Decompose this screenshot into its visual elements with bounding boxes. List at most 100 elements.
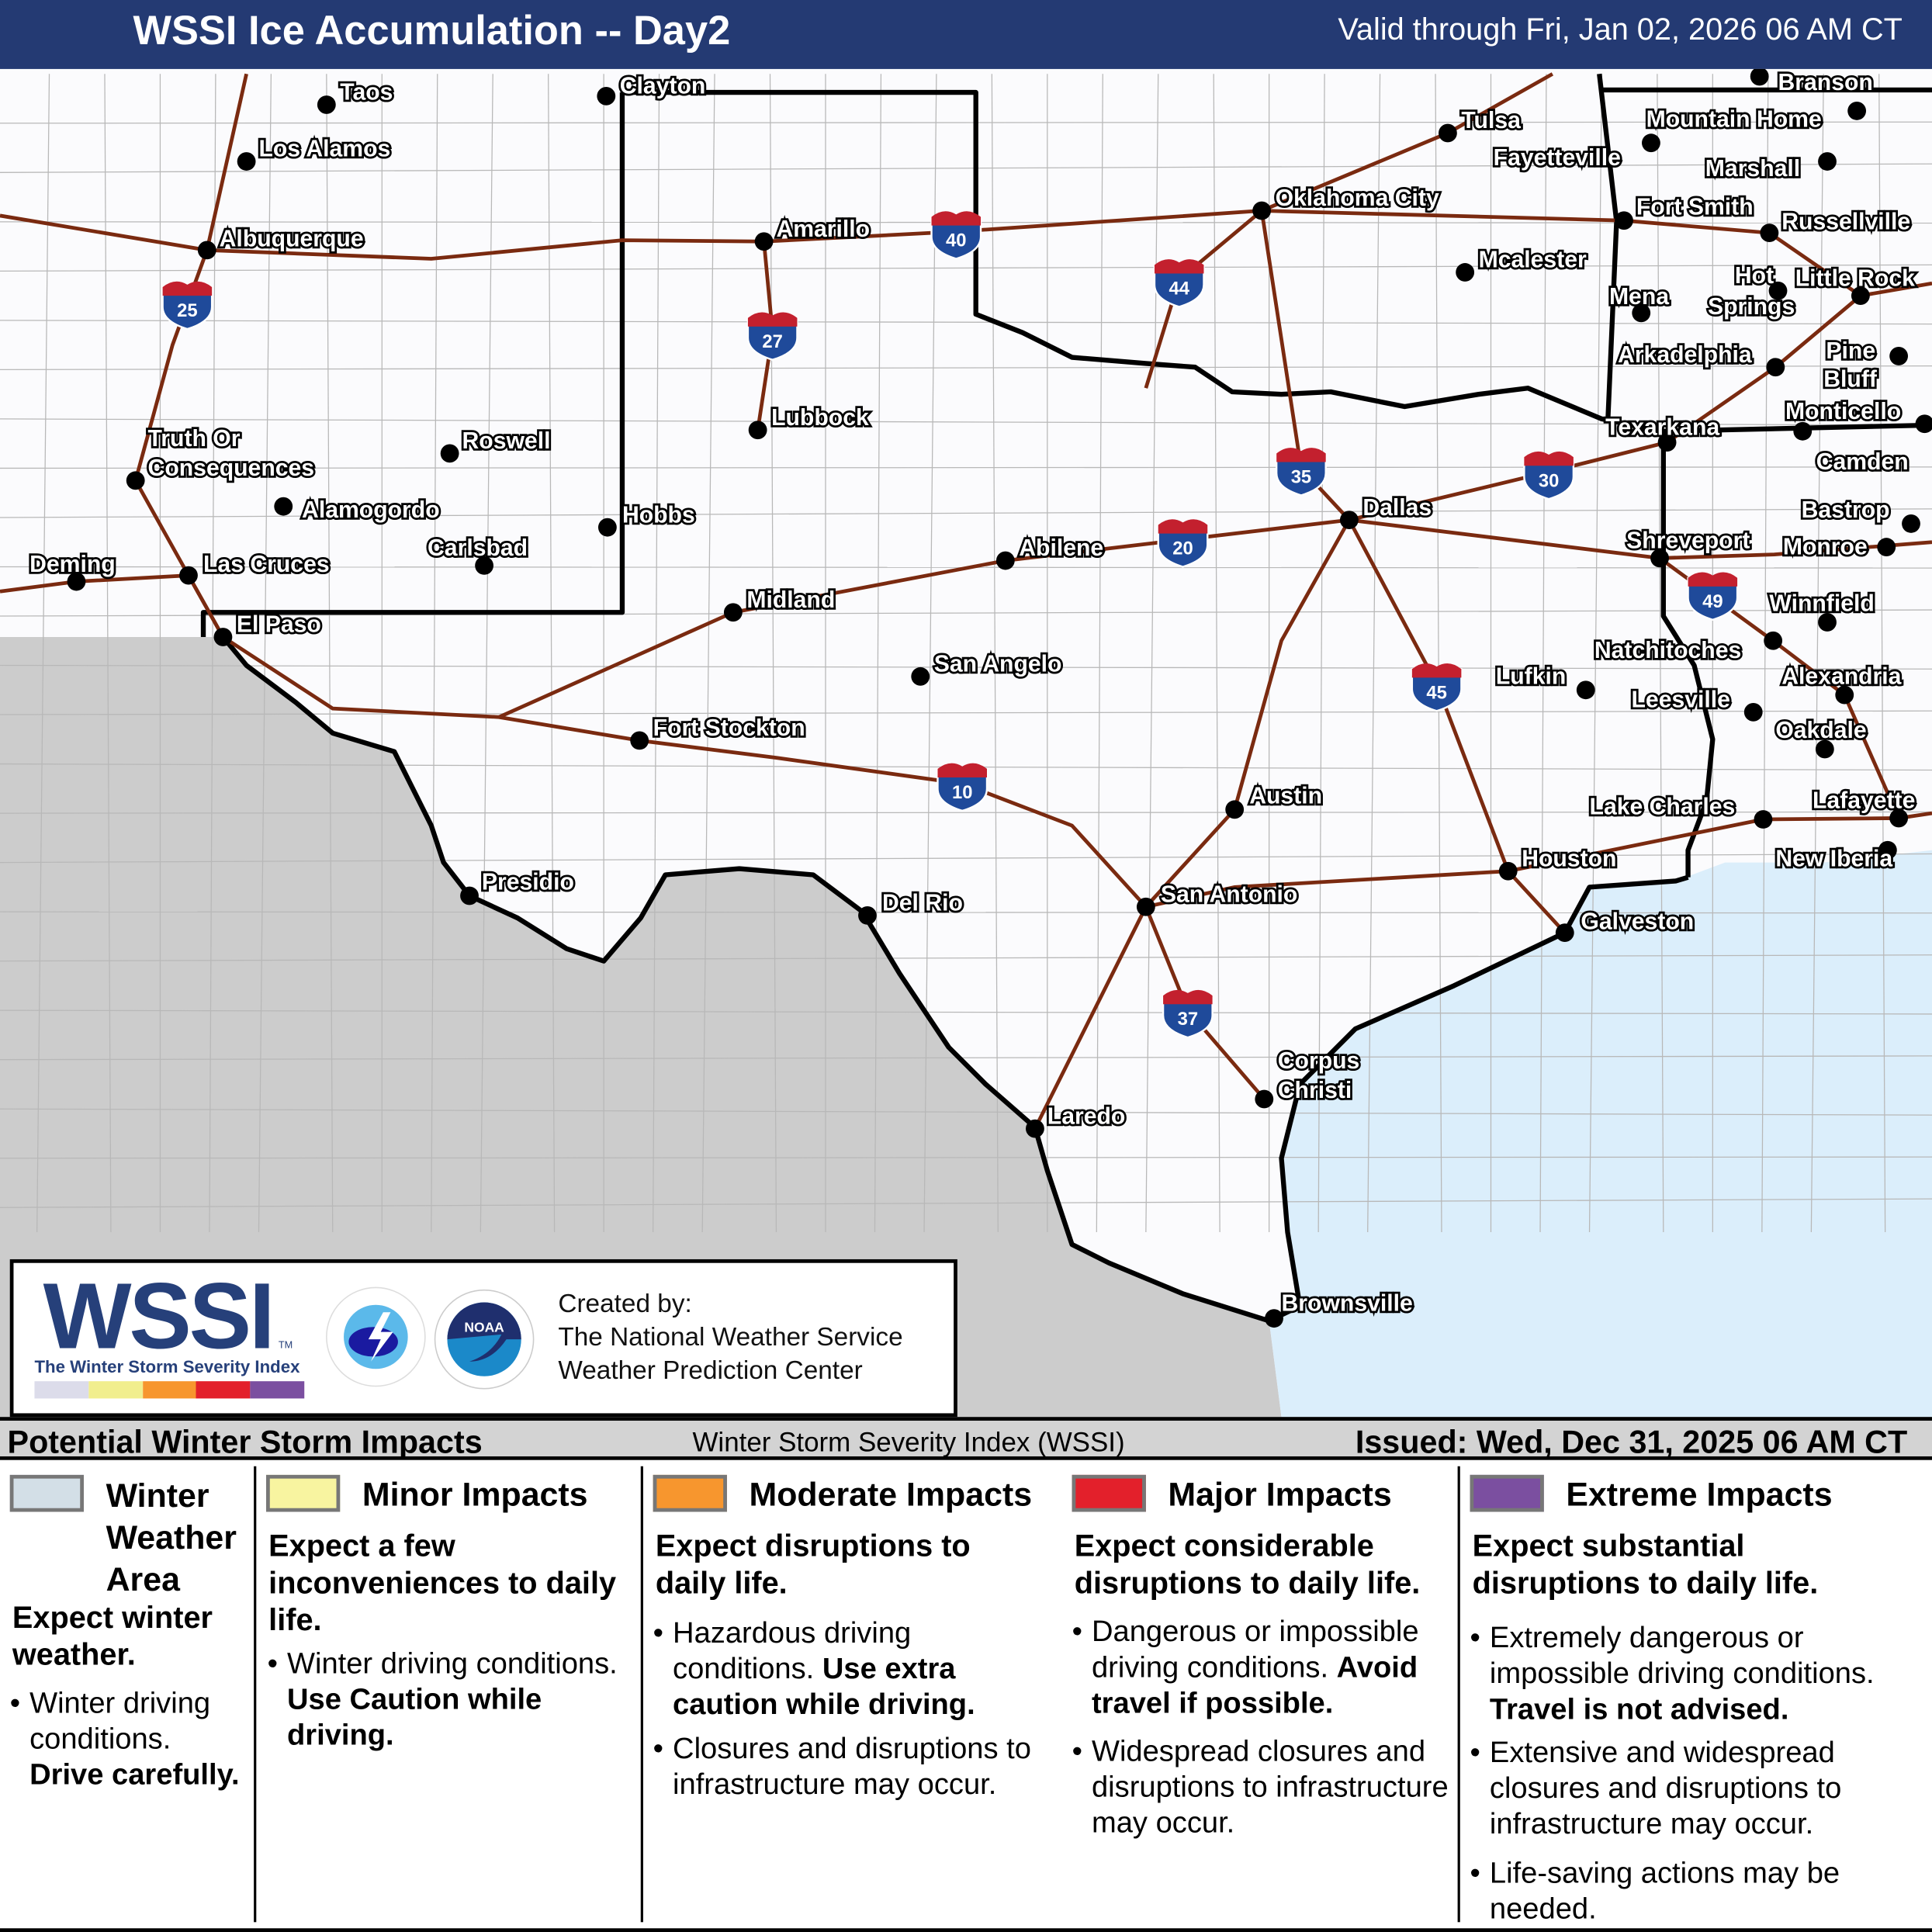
interstate-number: 10: [952, 782, 972, 803]
interstate-shield-icon: 44: [1153, 259, 1205, 308]
city-dot: [1743, 702, 1763, 722]
city-marker: Abilene: [995, 533, 1106, 570]
city-dot: [1650, 549, 1669, 568]
header: WSSI Ice Accumulation -- Day2 Valid thro…: [0, 0, 1932, 69]
city-dot: [1339, 511, 1359, 530]
issued-time: Issued: Wed, Dec 31, 2025 06 AM CT: [1355, 1423, 1908, 1460]
scale-color: [34, 1381, 89, 1399]
credits-line-2: The National Weather Service: [558, 1323, 903, 1352]
city-label: Carlsbad: [428, 535, 528, 561]
legend-winter-weather-area: Winter Weather Area Expect winter weathe…: [0, 1460, 254, 1923]
city-label: Oakdale: [1775, 718, 1866, 743]
county-line: [653, 74, 660, 1233]
city-dot: [597, 518, 617, 537]
interstate-number: 30: [1539, 470, 1559, 491]
credits: Created by: The National Weather Service…: [558, 1287, 902, 1387]
city-label: Springs: [1708, 294, 1795, 320]
city-dot: [1768, 281, 1788, 300]
interstate-line: [498, 518, 1932, 719]
city-label: Lake Charles: [1590, 795, 1736, 820]
city-label: Brownsville: [1282, 1291, 1413, 1317]
bullet: Winter driving conditions. Use Caution w…: [268, 1646, 645, 1754]
city-dot: [597, 86, 616, 106]
interstate-line: [1347, 519, 1567, 934]
city-label: Russellville: [1781, 209, 1910, 234]
interstate-shield-icon: 40: [930, 211, 982, 260]
divider: [254, 1466, 257, 1923]
wssi-color-scale: [34, 1381, 305, 1399]
city-marker: Fort Stockton: [630, 713, 807, 750]
wssi-subtitle: The Winter Storm Severity Index: [34, 1356, 300, 1376]
city-label: Bastrop: [1802, 497, 1890, 523]
city-marker: Natchitoches: [1592, 631, 1783, 666]
interstate-number: 44: [1169, 279, 1189, 299]
city-label: Monroe: [1783, 535, 1868, 560]
scale-color: [88, 1381, 143, 1399]
city-label: Branson: [1778, 70, 1872, 95]
bullet: Extremely dangerous or impossible drivin…: [1470, 1620, 1921, 1727]
city-marker: New Iberia: [1774, 840, 1897, 874]
city-label: Houston: [1522, 846, 1616, 871]
county-line: [0, 418, 1932, 426]
city-label: Arkadelphia: [1618, 342, 1752, 368]
city-label: Natchitoches: [1594, 638, 1741, 663]
city-marker: San Angelo: [911, 649, 1064, 686]
mexico-area: [0, 637, 1282, 1418]
city-label: Consequences: [148, 455, 315, 481]
county-line: [0, 508, 1932, 518]
city-label: Little Rock: [1795, 265, 1915, 291]
city-marker: Mcalester: [1456, 245, 1589, 282]
city-marker: Austin: [1225, 781, 1324, 819]
interstate-number: 27: [762, 331, 782, 352]
city-marker: Midland: [723, 585, 837, 622]
city-marker: Hobbs: [597, 500, 698, 537]
noaa-text: NOAA: [464, 1320, 504, 1335]
category-lead: Expect disruptions to daily life.: [655, 1529, 971, 1601]
city-label: Monticello: [1785, 399, 1901, 424]
bold-text: Avoid travel if possible.: [1091, 1650, 1418, 1720]
scale-color: [142, 1381, 197, 1399]
category-name: Extreme Impacts: [1566, 1476, 1833, 1514]
city-label: Abilene: [1019, 535, 1103, 561]
legend-extreme-impacts: Extreme Impacts Expect substantial disru…: [1460, 1460, 1932, 1926]
city-dot: [317, 95, 336, 114]
bullet: Life-saving actions may be needed.: [1470, 1856, 1921, 1927]
city-label: San Antonio: [1161, 881, 1297, 907]
city-dot: [1793, 421, 1813, 441]
city-marker: Corpus: [1255, 1046, 1362, 1109]
city-dot: [1265, 1309, 1283, 1328]
city-dot: [1576, 680, 1595, 700]
county-line: [1761, 74, 1769, 1233]
city-marker: Christi: [1276, 1075, 1354, 1106]
cities: Taos Clayton Los Alamos Albuquerque Truth Or…: [27, 68, 1932, 1328]
city-label: Fort Stockton: [653, 715, 805, 741]
county-line: [923, 74, 937, 1233]
city-marker: Pine: [1824, 336, 1909, 366]
city-marker: Truth Or: [126, 424, 243, 490]
credits-line-3: Weather Prediction Center: [558, 1356, 863, 1385]
city-label: Fayetteville: [1494, 145, 1621, 171]
city-label: Texarkana: [1605, 415, 1719, 441]
swatch-moderate: [653, 1474, 727, 1512]
category-name: Moderate Impacts: [749, 1476, 1033, 1514]
city-marker: Lufkin: [1494, 662, 1595, 700]
wssi-logo: WSSI: [43, 1264, 275, 1369]
city-label: Oklahoma City: [1276, 185, 1439, 211]
interstate-number: 49: [1702, 591, 1723, 612]
city-label: Albuquerque: [220, 227, 364, 252]
bullet: Closures and disruptions to infrastructu…: [653, 1731, 1042, 1802]
interstate-number: 40: [946, 230, 966, 251]
city-marker: Las Cruces: [179, 549, 331, 585]
city-label: Hobbs: [622, 502, 695, 528]
swatch-major: [1072, 1474, 1146, 1512]
city-label: Taos: [340, 80, 393, 106]
city-marker: Lubbock: [748, 403, 871, 440]
nws-logo-icon: [326, 1286, 426, 1387]
city-label: Winnfield: [1769, 591, 1874, 617]
text: Hazardous driving conditions.: [673, 1616, 912, 1686]
county-line: [258, 74, 272, 1233]
city-marker: Dallas: [1339, 493, 1434, 530]
city-dot: [1760, 223, 1779, 243]
text: Winter driving conditions.: [287, 1647, 618, 1681]
city-dot: [1764, 631, 1783, 650]
